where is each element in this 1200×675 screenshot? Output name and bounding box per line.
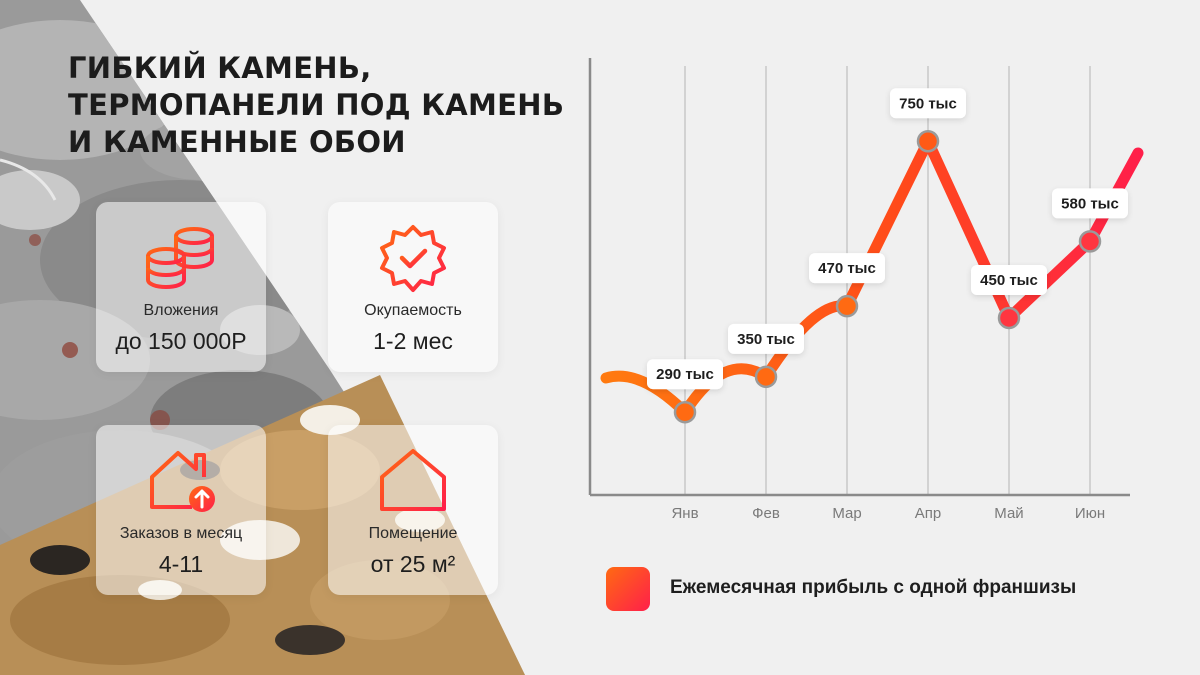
- house-icon: [380, 449, 446, 511]
- x-tick-label: Апр: [915, 505, 941, 522]
- card-label: Заказов в месяц: [119, 525, 243, 542]
- x-tick-label: Янв: [671, 505, 698, 522]
- data-label-text: 450 тыс: [980, 272, 1038, 289]
- x-tick-label: Май: [994, 505, 1023, 522]
- legend-swatch: [606, 567, 650, 611]
- house-arrow-up-icon: [150, 451, 215, 512]
- card-label: Помещение: [368, 525, 458, 542]
- badge-check-icon: [380, 225, 446, 292]
- data-point: [673, 400, 697, 424]
- card-value: 1-2 мес: [373, 328, 453, 354]
- data-point: [754, 365, 778, 389]
- data-label: 350 тыс: [728, 323, 804, 354]
- title-line-1: ГИБКИЙ КАМЕНЬ,: [68, 51, 372, 85]
- coins-icon: [146, 227, 214, 289]
- card-value: от 25 м²: [370, 551, 456, 577]
- data-label-text: 470 тыс: [818, 260, 876, 277]
- card-value: до 150 000Р: [115, 328, 247, 354]
- card-value: 4-11: [158, 551, 204, 577]
- x-tick-label: Июн: [1075, 505, 1105, 522]
- data-point: [916, 130, 940, 153]
- card-label: Окупаемость: [364, 302, 462, 319]
- data-label: 750 тыс: [890, 88, 966, 119]
- page-title: ГИБКИЙ КАМЕНЬ, ТЕРМОПАНЕЛИ ПОД КАМЕНЬ И …: [68, 50, 564, 161]
- x-tick-label: Фев: [752, 505, 780, 522]
- data-label-text: 350 тыс: [737, 331, 795, 348]
- data-point: [997, 306, 1021, 330]
- data-label-text: 290 тыс: [656, 366, 714, 383]
- card-premises: Помещение от 25 м²: [328, 425, 498, 595]
- data-label-text: 750 тыс: [899, 95, 957, 112]
- data-label: 470 тыс: [809, 253, 885, 284]
- x-tick-label: Мар: [832, 505, 861, 522]
- data-point: [1078, 230, 1102, 253]
- data-point: [835, 294, 859, 318]
- card-payback: Окупаемость 1-2 мес: [328, 202, 498, 372]
- data-label-text: 580 тыс: [1061, 195, 1119, 212]
- card-orders: Заказов в месяц 4-11: [96, 425, 266, 595]
- title-line-3: И КАМЕННЫЕ ОБОИ: [68, 125, 406, 159]
- data-label: 580 тыс: [1052, 188, 1128, 219]
- card-label: Вложения: [143, 302, 219, 319]
- legend-label: Ежемесячная прибыль с одной франшизы: [670, 577, 1077, 598]
- title-line-2: ТЕРМОПАНЕЛИ ПОД КАМЕНЬ: [68, 88, 565, 122]
- card-investment: Вложения до 150 000Р: [96, 202, 266, 372]
- data-label: 450 тыс: [971, 264, 1047, 295]
- data-label: 290 тыс: [647, 359, 723, 390]
